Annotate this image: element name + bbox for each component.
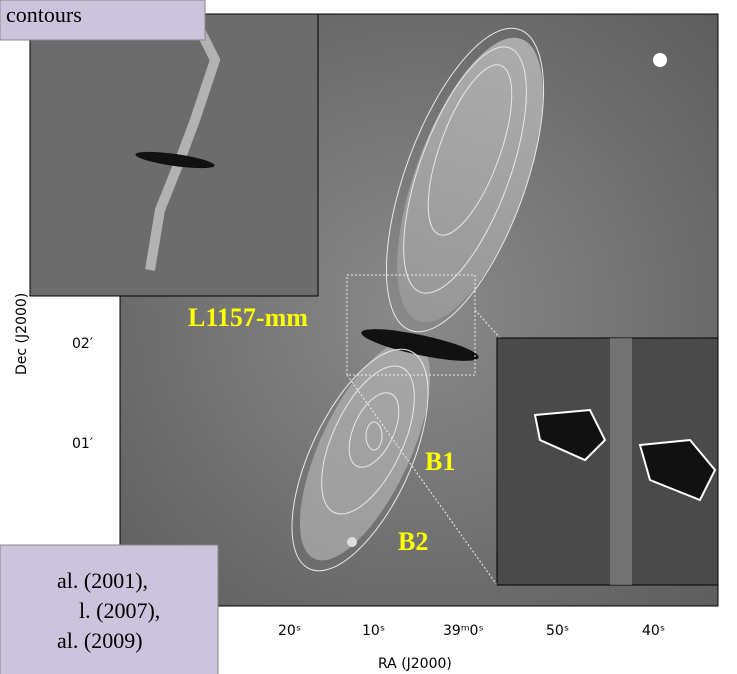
knot-label: B2 [398,527,428,556]
caption-line: l. (2007), [79,598,160,623]
caption-line: al. (2001), [57,568,148,593]
source-label: L1157-mm [188,303,308,332]
x-tick-label: 20ˢ [278,623,301,639]
figure: L1157-mm B1 B2 02′ 01′ 20ˢ 10ˢ 39ᵐ0ˢ 50ˢ… [0,0,737,674]
x-tick-label: 40ˢ [642,623,665,639]
x-tick-label: 50ˢ [546,623,569,639]
title: contours [6,2,82,27]
x-axis-label: RA (J2000) [378,656,452,672]
x-tick-label: 39ᵐ0ˢ [443,623,484,639]
y-tick-label: 02′ [72,336,93,352]
star [347,537,357,547]
knot-label: B1 [425,447,455,476]
caption-line: al. (2009) [57,628,143,653]
x-tick-label: 10ˢ [362,623,385,639]
page: {"header": {"title": "contours"}, "label… [0,0,737,674]
y-axis-label: Dec (J2000) [14,293,30,375]
star [653,53,667,67]
zoom-jet [610,338,632,585]
y-tick-label: 01′ [72,436,93,452]
